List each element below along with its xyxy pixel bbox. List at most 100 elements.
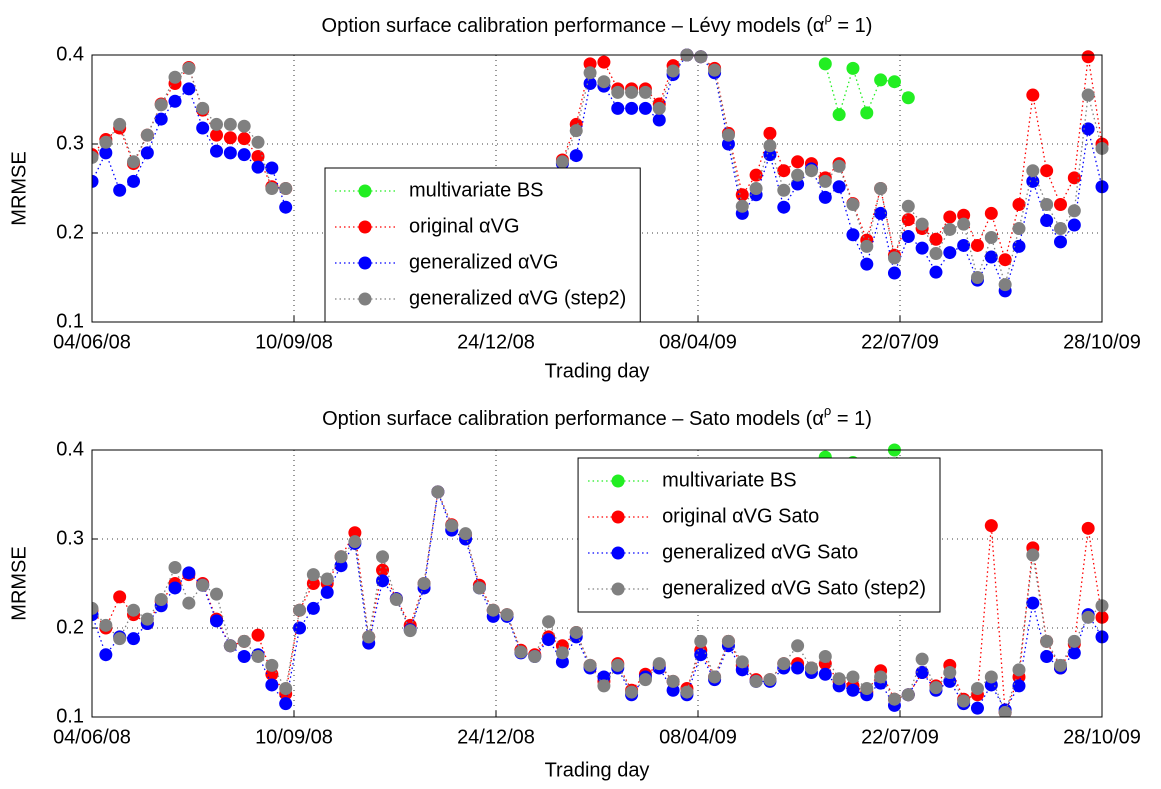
data-point [196, 121, 210, 135]
data-point [694, 50, 708, 64]
data-point [127, 174, 141, 188]
data-point [251, 160, 265, 174]
data-point [182, 61, 196, 75]
data-point [403, 624, 417, 638]
data-point [389, 593, 403, 607]
x-tick-label: 04/06/08 [53, 726, 131, 748]
data-point [735, 655, 749, 669]
data-point [721, 128, 735, 142]
data-point [832, 108, 846, 122]
data-point [1081, 50, 1095, 64]
data-point [514, 645, 528, 659]
data-point [376, 550, 390, 564]
data-point [638, 101, 652, 115]
legend-label: generalized αVG Sato (step2) [662, 577, 926, 599]
data-point [887, 266, 901, 280]
data-point [1040, 198, 1054, 212]
data-point [431, 485, 445, 499]
data-point [168, 560, 182, 574]
data-point [749, 674, 763, 688]
data-point [957, 208, 971, 222]
data-point [763, 126, 777, 140]
data-point [279, 200, 293, 214]
data-point [1081, 521, 1095, 535]
data-point [998, 253, 1012, 267]
data-point [832, 672, 846, 686]
legend-marker [358, 256, 372, 270]
plot-frame [91, 449, 1103, 718]
data-point [113, 632, 127, 646]
data-point [694, 634, 708, 648]
data-point [666, 64, 680, 78]
data-point [638, 673, 652, 687]
x-tick-label: 08/04/09 [659, 331, 737, 353]
data-point [1081, 122, 1095, 136]
data-point [569, 625, 583, 639]
data-point [99, 618, 113, 632]
plot-area [92, 443, 1109, 717]
x-tick-label: 10/09/08 [255, 331, 333, 353]
chart: Option surface calibration performance –… [8, 10, 1141, 382]
data-point [943, 222, 957, 236]
data-point [1012, 663, 1026, 677]
data-point [1053, 658, 1067, 672]
data-point [915, 217, 929, 231]
data-point [92, 601, 99, 615]
data-point [1081, 88, 1095, 102]
data-point [1026, 164, 1040, 178]
data-point [1012, 679, 1026, 693]
data-point [818, 667, 832, 681]
data-point [957, 217, 971, 231]
data-point [293, 621, 307, 635]
y-tick-label: 0.4 [56, 438, 84, 460]
x-tick-label: 28/10/09 [1063, 331, 1141, 353]
data-point [860, 239, 874, 253]
data-point [680, 685, 694, 699]
data-point [583, 66, 597, 80]
data-point [555, 655, 569, 669]
y-tick-label: 0.2 [56, 221, 84, 243]
title-part: ρ [824, 10, 831, 25]
data-point [1081, 610, 1095, 624]
data-point [500, 608, 514, 622]
data-point [943, 666, 957, 679]
data-point [127, 603, 141, 617]
data-point [251, 149, 265, 163]
data-point [804, 164, 818, 178]
data-point [265, 658, 279, 672]
data-point [638, 85, 652, 99]
data-point [362, 630, 376, 644]
x-tick-label: 08/04/09 [659, 726, 737, 748]
data-point [860, 682, 874, 696]
x-tick-label: 10/09/08 [255, 726, 333, 748]
data-point [735, 199, 749, 213]
data-point [915, 241, 929, 255]
data-point [791, 639, 805, 653]
title-part: = 1) [831, 408, 872, 430]
data-point [182, 82, 196, 96]
y-tick-label: 0.1 [56, 705, 84, 727]
data-point [984, 230, 998, 244]
data-point [127, 155, 141, 169]
data-point [915, 652, 929, 666]
data-point [832, 180, 846, 194]
data-point [1026, 88, 1040, 102]
data-point [818, 57, 832, 71]
data-point [555, 646, 569, 660]
y-tick-label: 0.2 [56, 616, 84, 638]
data-point [818, 649, 832, 663]
data-point [666, 674, 680, 688]
data-point [1053, 198, 1067, 212]
data-point [306, 577, 320, 590]
data-point [957, 238, 971, 252]
data-point [583, 76, 597, 90]
data-point [721, 137, 735, 151]
data-point [154, 98, 168, 112]
title-part: ρ [824, 403, 831, 418]
data-point [791, 168, 805, 182]
data-point [320, 585, 334, 599]
x-tick-label: 28/10/09 [1063, 726, 1141, 748]
data-point [625, 101, 639, 115]
data-point [832, 159, 846, 173]
data-point [957, 694, 971, 708]
